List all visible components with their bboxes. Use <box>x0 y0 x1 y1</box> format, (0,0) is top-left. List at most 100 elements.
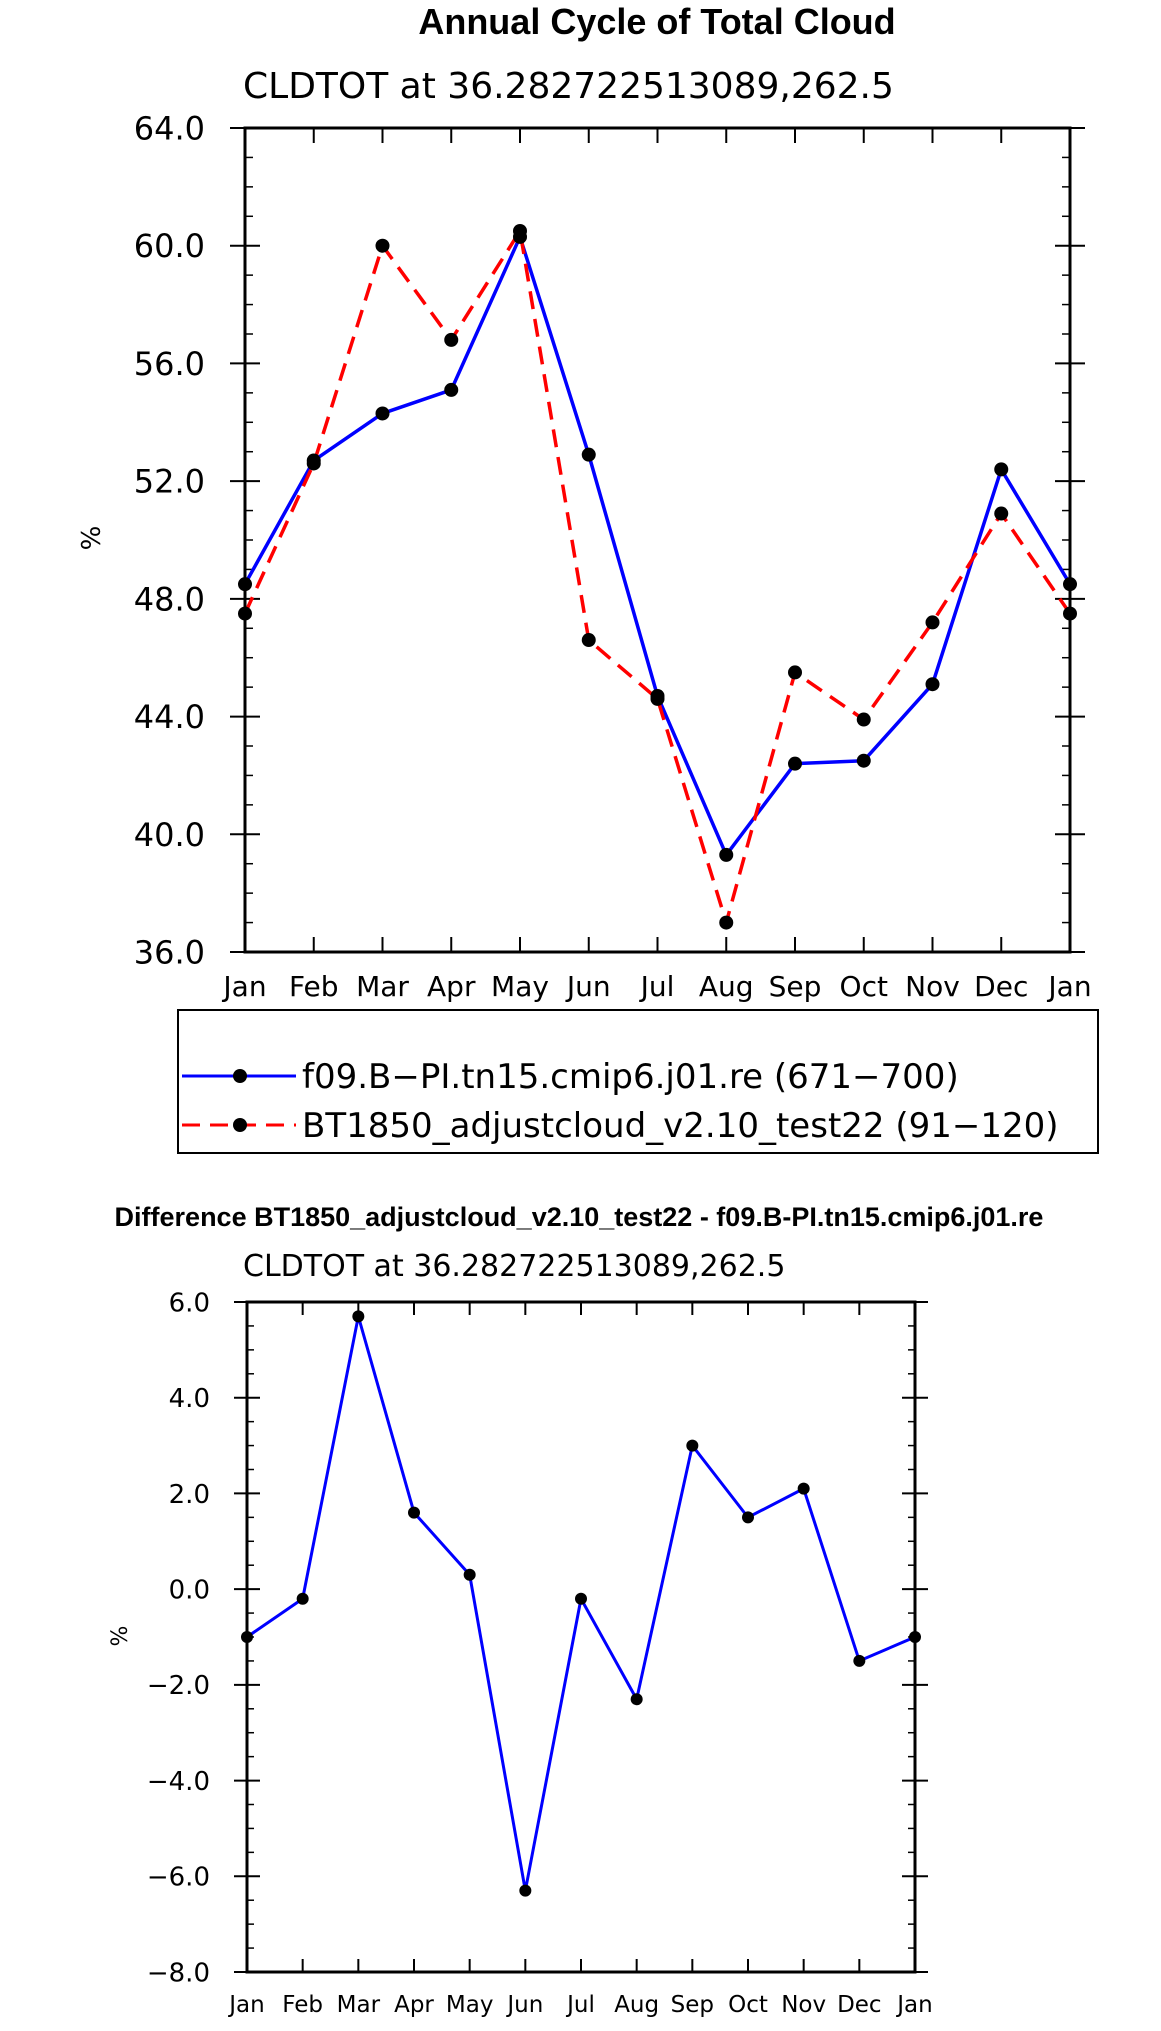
chart2-xtick-labels: Jan Feb Mar Apr May Jun Jul Aug Sep Oct Nov Dec Jan <box>227 1992 932 2018</box>
series-2-point <box>719 915 734 930</box>
series-2-point <box>238 606 252 621</box>
xtick-label: Sep <box>671 1992 714 2018</box>
xtick-label: Aug <box>614 1992 659 2018</box>
xtick-label: Jun <box>565 970 611 1003</box>
xtick-label: Apr <box>427 970 476 1003</box>
xtick-label: Jun <box>505 1992 543 2018</box>
legend-frame <box>177 1009 1099 1154</box>
chart2-ytick-labels: 6.0 4.0 2.0 0.0 −2.0 −4.0 −6.0 −8.0 <box>147 1288 210 1988</box>
series-1-point <box>1063 577 1077 592</box>
chart1-xtick-labels: Jan Feb Mar Apr May Jun Jul Aug Sep Oct Nov Dec Jan <box>221 970 1091 1003</box>
xtick-label: Jul <box>639 970 675 1003</box>
series-2-point <box>581 633 596 648</box>
xtick-label: Jan <box>1046 970 1091 1003</box>
series-2-point <box>306 456 321 471</box>
xtick-label: Dec <box>974 970 1028 1003</box>
chart1-ytick-labels: 64.0 60.0 56.0 52.0 48.0 44.0 40.0 36.0 <box>134 110 205 972</box>
xtick-label: Jan <box>221 970 266 1003</box>
series-1-point <box>581 447 596 462</box>
chart1-subtitle: CLDTOT at 36.282722513089,262.5 <box>243 66 894 107</box>
ytick-label: −6.0 <box>147 1863 210 1893</box>
ytick-label: 2.0 <box>169 1480 210 1510</box>
xtick-label: Jan <box>895 1992 932 2018</box>
series-1-point <box>375 406 390 421</box>
series-1-point <box>296 1592 309 1605</box>
chart2-subtitle: CLDTOT at 36.282722513089,262.5 <box>243 1249 785 1284</box>
chart1-series <box>238 224 1077 930</box>
chart2-plot-frame <box>245 1300 917 1974</box>
series-2-point <box>994 506 1009 521</box>
ytick-label: 4.0 <box>169 1384 210 1414</box>
series-2-point <box>513 224 527 238</box>
ytick-label: −4.0 <box>147 1767 210 1797</box>
ytick-label: −2.0 <box>147 1671 210 1701</box>
legend-marker-series-1 <box>233 1069 247 1083</box>
xtick-label: Nov <box>905 970 960 1003</box>
ytick-label: −8.0 <box>147 1958 210 1988</box>
xtick-label: Feb <box>282 1992 323 2018</box>
xtick-label: Oct <box>728 1992 768 2018</box>
ytick-label: 56.0 <box>134 345 205 383</box>
series-2-point <box>650 691 665 706</box>
annual-cycle-chart: Annual Cycle of Total Cloud CLDTOT at 36… <box>77 1 1099 1154</box>
series-2-point <box>1063 606 1077 621</box>
series-1-point <box>630 1693 643 1706</box>
chart2-series <box>241 1310 921 1897</box>
ytick-label: 6.0 <box>169 1288 210 1318</box>
series-1-point <box>238 577 252 592</box>
chart2-title: Difference BT1850_adjustcloud_v2.10_test… <box>115 1202 1044 1232</box>
series-1-point <box>788 756 802 771</box>
xtick-label: Oct <box>840 970 888 1003</box>
series-1-point <box>519 1884 532 1897</box>
series-1-point <box>575 1592 587 1605</box>
xtick-label: Dec <box>837 1992 882 2018</box>
xtick-label: Nov <box>781 1992 826 2018</box>
series-1-point <box>444 382 459 397</box>
series-1-point <box>856 753 871 768</box>
legend-marker-series-2 <box>233 1118 247 1132</box>
series-1-point <box>686 1439 699 1452</box>
series-2-point <box>856 712 871 727</box>
chart1-ticks <box>230 127 1085 953</box>
ytick-label: 64.0 <box>134 110 205 148</box>
ytick-label: 0.0 <box>169 1576 210 1606</box>
ytick-label: 44.0 <box>134 698 205 736</box>
series-line-1 <box>243 235 1072 857</box>
series-1-point <box>925 677 940 692</box>
series-1-point <box>853 1654 866 1667</box>
xtick-label: May <box>491 970 549 1003</box>
xtick-label: Sep <box>769 970 822 1003</box>
chart2-ticks <box>234 1301 928 1973</box>
ytick-label: 40.0 <box>134 816 205 854</box>
legend-label-series-2: BT1850_adjustcloud_v2.10_test22 (91−120) <box>302 1106 1059 1146</box>
series-2-point <box>925 615 940 630</box>
series-1-point <box>352 1310 365 1323</box>
xtick-label: May <box>446 1992 494 2018</box>
difference-chart: Difference BT1850_adjustcloud_v2.10_test… <box>108 1202 1043 2018</box>
ytick-label: 60.0 <box>134 227 205 265</box>
xtick-label: Jan <box>227 1992 264 2018</box>
series-1-point <box>719 847 734 862</box>
series-2-point <box>788 665 802 680</box>
series-2-point <box>444 332 459 347</box>
series-1-point <box>994 462 1009 477</box>
xtick-label: Mar <box>356 970 409 1003</box>
xtick-label: Aug <box>699 970 754 1003</box>
series-1-point <box>408 1506 420 1519</box>
series-1-point <box>742 1511 754 1524</box>
chart1-ylabel: % <box>77 526 107 551</box>
xtick-label: Jul <box>565 1992 595 2018</box>
chart2-ylabel: % <box>108 1626 133 1647</box>
xtick-label: Apr <box>394 1992 434 2018</box>
chart1-plot-frame <box>243 126 1072 954</box>
series-1-point <box>797 1482 810 1495</box>
ytick-label: 52.0 <box>134 463 205 501</box>
xtick-label: Mar <box>337 1992 381 2018</box>
series-line-2 <box>243 229 1072 925</box>
series-1-point <box>463 1568 476 1581</box>
chart1-title: Annual Cycle of Total Cloud <box>418 1 895 42</box>
xtick-label: Feb <box>289 970 339 1003</box>
series-2-point <box>375 238 390 253</box>
chart1-legend: f09.B−PI.tn15.cmip6.j01.re (671−700) BT1… <box>177 1009 1099 1154</box>
